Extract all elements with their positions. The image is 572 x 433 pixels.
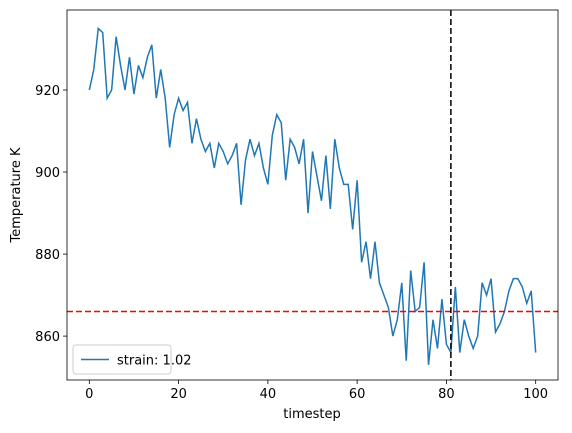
data-line: [88, 26, 537, 365]
y-axis-label: Temperature K: [9, 147, 24, 243]
y-tick-label: 900: [35, 166, 60, 181]
legend: strain: 1.02: [72, 344, 192, 375]
x-tick-label: 0: [85, 387, 93, 402]
x-tick-label: 40: [260, 387, 277, 402]
x-axis-label: timestep: [283, 407, 341, 422]
x-tick-label: 20: [170, 387, 187, 402]
x-tick-label: 100: [523, 387, 548, 402]
y-tick-label: 860: [35, 330, 60, 345]
y-tick-label: 920: [35, 84, 60, 99]
legend-box: [72, 344, 172, 375]
plot-frame: [66, 9, 559, 381]
x-tick-label: 60: [349, 387, 366, 402]
legend-label: strain: 1.02: [117, 354, 192, 369]
x-tick-label: 80: [438, 387, 455, 402]
y-tick-label: 880: [35, 248, 60, 263]
